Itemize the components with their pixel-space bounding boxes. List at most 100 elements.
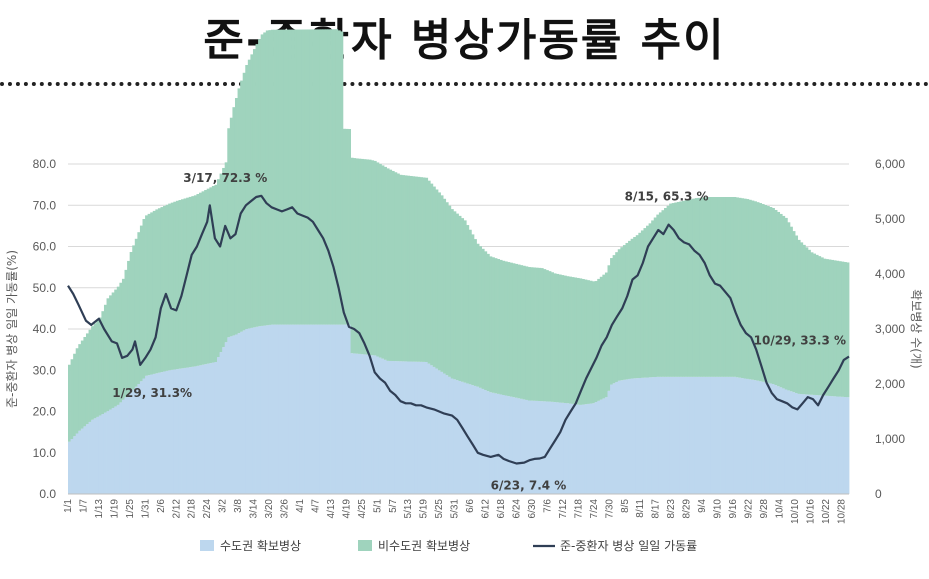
noncapital-bed-bar <box>669 203 673 377</box>
capital-bed-bar <box>319 324 323 494</box>
noncapital-bed-bar <box>509 262 513 397</box>
capital-bed-bar <box>407 361 411 494</box>
capital-bed-bar <box>702 376 706 494</box>
noncapital-bed-bar <box>682 200 685 377</box>
capital-bed-bar <box>628 378 632 494</box>
noncapital-bed-bar <box>828 259 832 396</box>
x-tick-label: 7/18 <box>573 499 584 519</box>
capital-bed-bar <box>753 380 757 494</box>
noncapital-bed-bar <box>651 220 655 378</box>
noncapital-bed-bar <box>602 274 606 399</box>
noncapital-bed-bar <box>517 264 521 399</box>
noncapital-bed-bar <box>622 245 626 380</box>
capital-bed-bar <box>720 376 724 494</box>
noncapital-bed-bar <box>168 203 172 371</box>
noncapital-bed-bar <box>535 267 539 401</box>
noncapital-bed-bar <box>633 236 637 379</box>
noncapital-bed-bar <box>209 187 213 364</box>
noncapital-bed-bar <box>245 65 249 329</box>
x-tick-label: 5/19 <box>419 499 430 519</box>
noncapital-bed-bar <box>335 29 339 325</box>
capital-bed-bar <box>671 376 675 494</box>
noncapital-bed-bar <box>684 200 688 377</box>
capital-bed-bar <box>160 372 164 494</box>
capital-bed-bar <box>504 395 508 494</box>
noncapital-bed-bar <box>461 218 465 382</box>
noncapital-bed-bar <box>838 261 842 397</box>
capital-bed-bar <box>466 383 470 494</box>
capital-bed-bar <box>527 400 531 494</box>
noncapital-bed-bar <box>322 29 326 325</box>
capital-bed-bar <box>93 418 97 494</box>
noncapital-bed-bar <box>373 160 377 356</box>
noncapital-bed-bar <box>594 281 598 403</box>
noncapital-bed-bar <box>527 267 531 401</box>
x-tick-label: 6/12 <box>481 499 492 519</box>
capital-bed-bar <box>432 366 436 494</box>
x-tick-label: 10/10 <box>790 499 801 524</box>
capital-bed-bar <box>795 393 799 494</box>
capital-bed-bar <box>687 376 691 494</box>
capital-bed-bar <box>502 395 506 494</box>
noncapital-bed-bar <box>653 217 657 378</box>
y-left-tick-label: 40.0 <box>33 322 57 336</box>
capital-bed-bar <box>173 369 177 494</box>
capital-bed-bar <box>491 392 495 494</box>
capital-bed-bar <box>494 393 498 494</box>
noncapital-bed-bar <box>831 259 834 397</box>
noncapital-bed-bar <box>83 336 87 427</box>
noncapital-bed-bar <box>715 197 719 377</box>
capital-bed-bar <box>674 376 678 494</box>
capital-bed-bar <box>653 377 657 494</box>
noncapital-bed-bar <box>155 209 159 374</box>
noncapital-bed-bar <box>121 278 125 400</box>
noncapital-bed-bar <box>173 201 177 370</box>
capital-bed-bar <box>622 379 626 494</box>
noncapital-bed-bar <box>466 225 470 384</box>
x-tick-label: 4/1 <box>295 499 306 513</box>
capital-bed-bar <box>633 378 637 494</box>
capital-bed-bar <box>563 403 567 494</box>
capital-bed-bar <box>836 396 840 494</box>
noncapital-bed-bar <box>782 215 786 389</box>
noncapital-bed-bar <box>843 262 847 398</box>
capital-bed-bar <box>689 376 693 494</box>
noncapital-bed-bar <box>543 269 547 402</box>
capital-bed-bar <box>723 376 727 494</box>
capital-bed-bar <box>833 396 837 494</box>
capital-bed-bar <box>304 324 308 494</box>
capital-bed-bar <box>242 330 246 495</box>
capital-bed-bar <box>445 375 449 494</box>
capital-bed-bar <box>327 324 331 494</box>
noncapital-bed-bar <box>597 278 601 401</box>
capital-bed-bar <box>656 376 660 494</box>
noncapital-bed-bar <box>646 225 650 378</box>
x-tick-label: 3/8 <box>233 499 244 513</box>
noncapital-bed-bar <box>378 163 382 358</box>
noncapital-bed-bar <box>252 49 256 328</box>
y-right-tick-label: 3,000 <box>875 322 905 336</box>
noncapital-bed-bar <box>540 268 544 402</box>
x-tick-label: 7/30 <box>604 499 615 519</box>
y-left-tick-label: 50.0 <box>33 281 57 295</box>
noncapital-bed-bar <box>520 265 524 399</box>
noncapital-bed-bar <box>481 248 485 389</box>
capital-bed-bar <box>471 385 475 494</box>
capital-bed-bar <box>317 324 321 494</box>
capital-bed-bar <box>348 324 351 494</box>
capital-bed-bar <box>455 380 459 494</box>
capital-bed-bar <box>175 369 179 494</box>
noncapital-bed-bar <box>748 199 752 380</box>
x-tick-label: 7/6 <box>542 499 553 513</box>
legend-swatch-noncapital <box>358 540 372 551</box>
capital-bed-bar <box>237 333 241 495</box>
capital-bed-bar <box>579 404 583 494</box>
capital-bed-bar <box>227 337 231 494</box>
capital-bed-bar <box>103 412 107 494</box>
noncapital-bed-bar <box>689 199 693 377</box>
capital-bed-bar <box>599 399 603 494</box>
capital-bed-bar <box>209 363 213 494</box>
noncapital-bed-bar <box>550 272 554 402</box>
noncapital-bed-bar <box>599 276 603 400</box>
peak-annotation: 6/23, 7.4 % <box>491 479 567 493</box>
